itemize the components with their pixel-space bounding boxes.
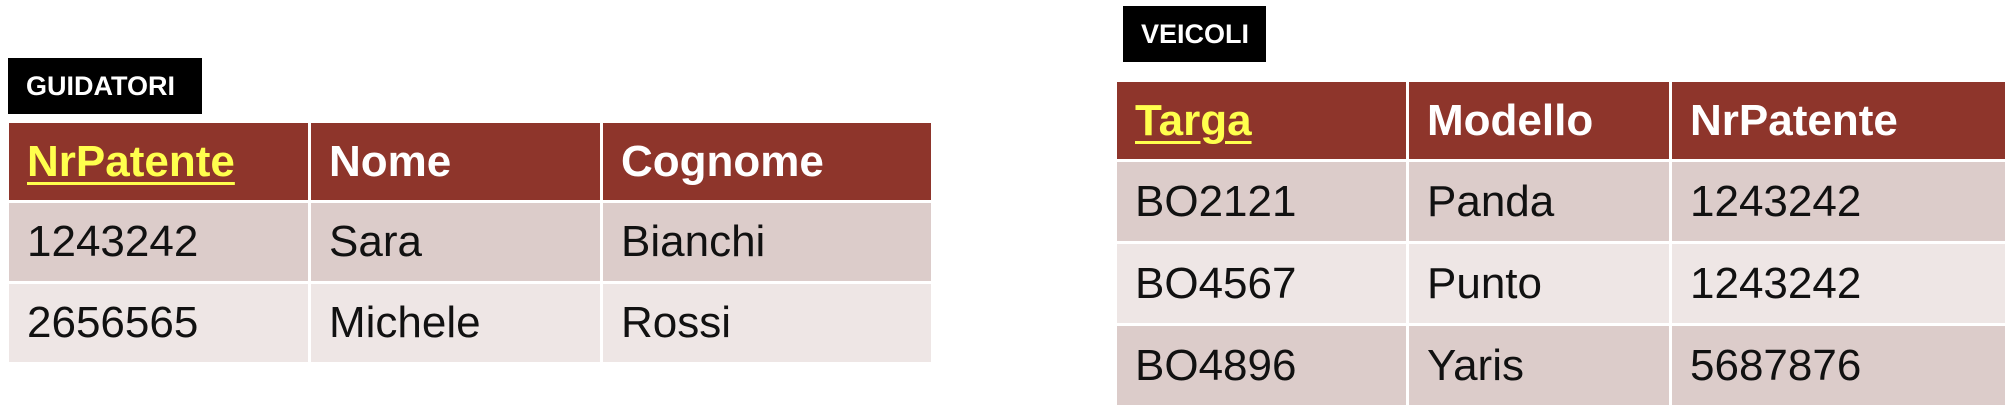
table-row: 2656565 Michele Rossi (6, 281, 934, 365)
table-header-row: Targa Modello NrPatente (1114, 79, 2008, 162)
cell-nome: Sara (308, 200, 603, 284)
column-header-nome: Nome (308, 120, 603, 203)
column-header-nrpatente: NrPatente (1669, 79, 2008, 162)
cell-targa: BO4896 (1114, 323, 1409, 408)
table-row: 1243242 Sara Bianchi (6, 200, 934, 284)
veicoli-table-title: VEICOLI (1123, 6, 1266, 62)
table-row: BO2121 Panda 1243242 (1114, 159, 2008, 244)
column-header-modello: Modello (1406, 79, 1672, 162)
guidatori-table: NrPatente Nome Cognome 1243242 Sara Bian… (6, 120, 934, 365)
veicoli-table: Targa Modello NrPatente BO2121 Panda 124… (1114, 79, 2008, 408)
cell-targa: BO2121 (1114, 159, 1409, 244)
column-header-nrpatente-primary-key: NrPatente (6, 120, 311, 203)
column-header-cognome: Cognome (600, 120, 934, 203)
cell-targa: BO4567 (1114, 241, 1409, 326)
cell-nome: Michele (308, 281, 603, 365)
cell-nrpatente: 1243242 (6, 200, 311, 284)
cell-modello: Yaris (1406, 323, 1672, 408)
cell-cognome: Bianchi (600, 200, 934, 284)
cell-nrpatente: 1243242 (1669, 241, 2008, 326)
cell-modello: Panda (1406, 159, 1672, 244)
table-header-row: NrPatente Nome Cognome (6, 120, 934, 203)
cell-modello: Punto (1406, 241, 1672, 326)
cell-cognome: Rossi (600, 281, 934, 365)
cell-nrpatente: 1243242 (1669, 159, 2008, 244)
column-header-targa-primary-key: Targa (1114, 79, 1409, 162)
table-row: BO4896 Yaris 5687876 (1114, 323, 2008, 408)
table-row: BO4567 Punto 1243242 (1114, 241, 2008, 326)
cell-nrpatente: 5687876 (1669, 323, 2008, 408)
guidatori-table-title: GUIDATORI (8, 58, 202, 114)
cell-nrpatente: 2656565 (6, 281, 311, 365)
